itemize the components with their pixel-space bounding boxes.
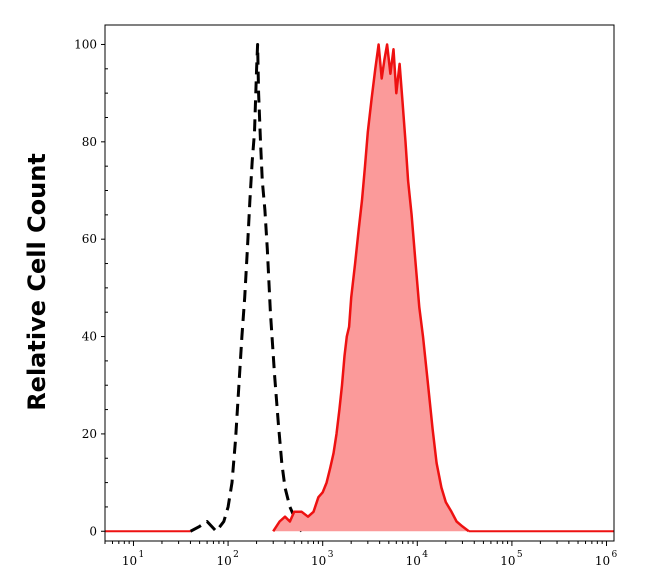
series-1-line — [272, 43, 470, 533]
x-tick-exponent: 5 — [517, 550, 523, 560]
y-axis-label: Relative Cell Count — [23, 153, 51, 411]
x-tick-exponent: 2 — [233, 550, 239, 560]
y-tick-label: 20 — [82, 427, 97, 441]
x-tick-label: 10 — [595, 554, 610, 568]
x-tick-exponent: 4 — [422, 550, 428, 560]
x-tick-label: 10 — [500, 554, 515, 568]
y-tick-label: 0 — [89, 524, 97, 538]
x-tick-exponent: 3 — [328, 550, 334, 560]
x-tick-exponent: 1 — [138, 550, 144, 560]
y-tick-label: 80 — [82, 135, 97, 149]
x-tick-label: 10 — [216, 554, 231, 568]
x-tick-label: 10 — [311, 554, 326, 568]
series-1-area — [273, 44, 469, 532]
plot-frame — [104, 24, 615, 542]
x-tick-label: 10 — [406, 554, 421, 568]
y-tick-label: 60 — [82, 232, 97, 246]
x-tick-exponent: 6 — [612, 550, 618, 560]
x-tick-label: 10 — [122, 554, 137, 568]
y-tick-label: 40 — [82, 330, 97, 344]
series-0-line — [189, 43, 303, 533]
y-tick-label: 100 — [74, 37, 97, 51]
